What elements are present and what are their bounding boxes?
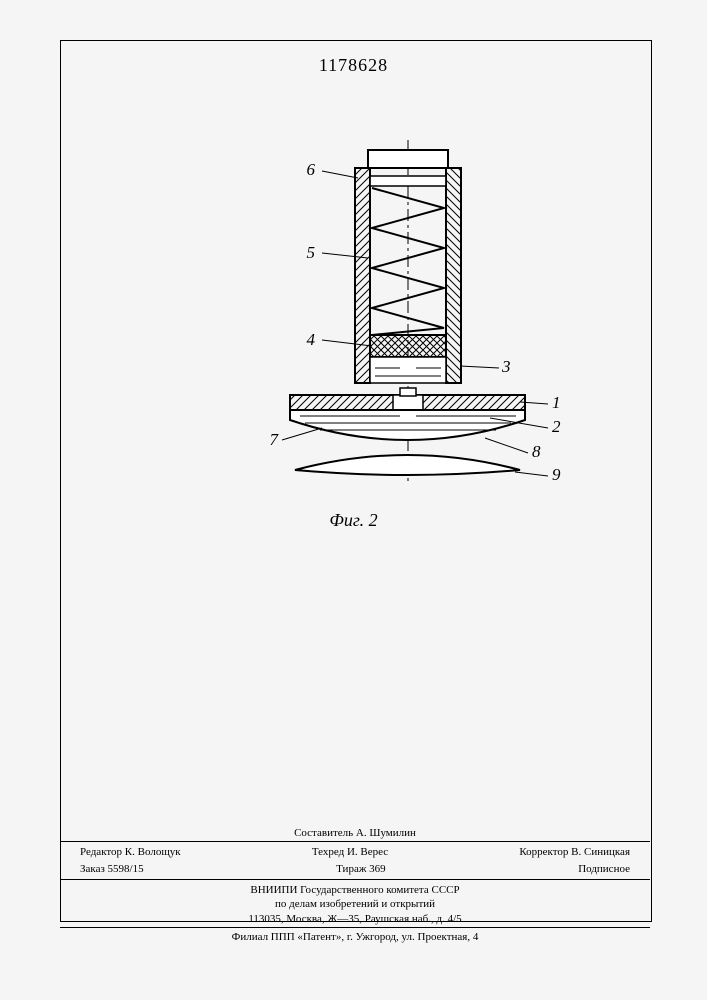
patent-number: 1178628 xyxy=(0,55,707,76)
svg-text:3: 3 xyxy=(501,357,511,376)
org2: по делам изобретений и открытий xyxy=(60,897,650,912)
footer-row-2: Заказ 5598/15 Тираж 369 Подписное xyxy=(60,862,650,877)
footer-block: Составитель А. Шумилин Редактор К. Волощ… xyxy=(60,826,650,945)
org1: ВНИИПИ Государственного комитета СССР xyxy=(60,883,650,898)
corrector: Корректор В. Синицкая xyxy=(519,845,630,860)
addr2: Филиал ППП «Патент», г. Ужгород, ул. Про… xyxy=(60,927,650,945)
svg-text:8: 8 xyxy=(532,442,541,461)
compiler-line: Составитель А. Шумилин xyxy=(60,826,650,841)
footer-org: ВНИИПИ Государственного комитета СССР по… xyxy=(60,879,650,945)
svg-text:2: 2 xyxy=(552,417,561,436)
svg-text:4: 4 xyxy=(307,330,316,349)
order: Заказ 5598/15 xyxy=(80,862,144,877)
svg-text:9: 9 xyxy=(552,465,561,484)
techred: Техред И. Верес xyxy=(312,845,388,860)
svg-text:6: 6 xyxy=(307,160,316,179)
footer-row-1: Редактор К. Волощук Техред И. Верес Корр… xyxy=(60,841,650,860)
svg-text:5: 5 xyxy=(307,243,316,262)
editor: Редактор К. Волощук xyxy=(80,845,181,860)
tirazh: Тираж 369 xyxy=(336,862,386,877)
svg-text:1: 1 xyxy=(552,393,561,412)
figure-diagram: 6 5 4 3 1 2 7 8 9 xyxy=(150,140,570,500)
figure-label: Фиг. 2 xyxy=(0,510,707,531)
podpisnoe: Подписное xyxy=(578,862,630,877)
addr1: 113035, Москва, Ж—35, Раушская наб., д. … xyxy=(60,912,650,927)
svg-text:7: 7 xyxy=(270,430,280,449)
